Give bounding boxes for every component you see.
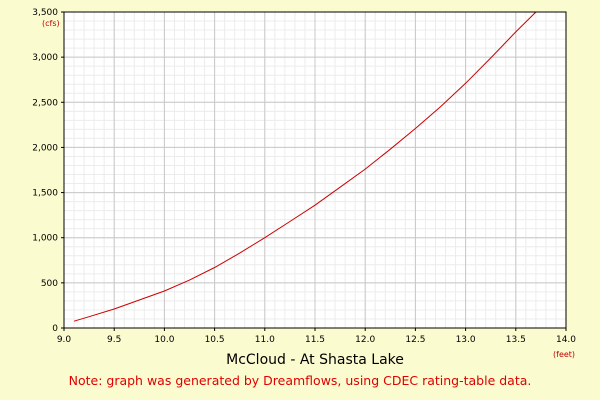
y-tick-label: 1,500	[32, 189, 58, 199]
x-tick-label: 9.0	[57, 335, 72, 345]
x-tick-label: 12.0	[355, 335, 375, 345]
x-tick-label: 11.0	[255, 335, 275, 345]
chart-note: Note: graph was generated by Dreamflows,…	[69, 373, 532, 388]
x-unit-label: (feet)	[553, 350, 575, 359]
y-tick-label: 0	[52, 324, 58, 334]
y-axis-ticks: 0 500 1,000 1,500 2,000 2,500 3,000 3,500	[32, 8, 64, 334]
x-tick-label: 9.5	[107, 335, 121, 345]
x-tick-label: 13.5	[506, 335, 526, 345]
y-tick-label: 3,000	[32, 53, 58, 63]
y-tick-label: 3,500	[32, 8, 58, 18]
y-tick-label: 2,000	[32, 143, 58, 153]
x-tick-label: 10.0	[154, 335, 174, 345]
x-tick-label: 13.0	[456, 335, 476, 345]
x-tick-label: 10.5	[205, 335, 225, 345]
y-tick-label: 500	[41, 279, 58, 289]
plot-border	[63, 11, 567, 329]
x-tick-label: 14.0	[556, 335, 576, 345]
x-tick-label: 12.5	[405, 335, 425, 345]
rating-curve-line	[73, 11, 537, 322]
x-tick-label: 11.5	[305, 335, 325, 345]
y-unit-label: (cfs)	[42, 19, 60, 28]
y-tick-label: 1,000	[32, 234, 58, 244]
y-tick-label: 2,500	[32, 98, 58, 108]
x-axis-ticks: 9.0 9.5 10.0 10.5 11.0 11.5 12.0 12.5 13.0 13.5 14…	[57, 328, 576, 345]
chart-title: McCloud - At Shasta Lake	[226, 352, 404, 368]
series-layer	[73, 11, 537, 322]
